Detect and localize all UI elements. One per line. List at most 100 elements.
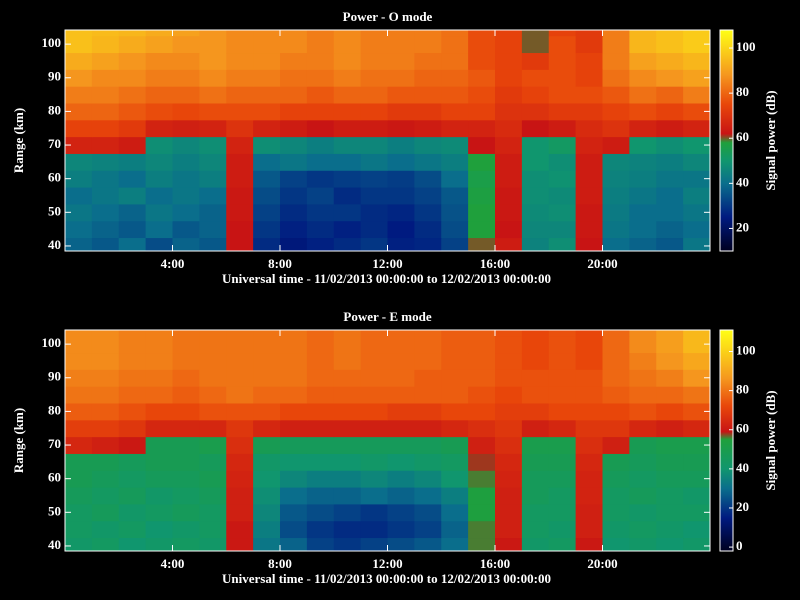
- cell: [683, 453, 710, 470]
- cell: [119, 53, 146, 70]
- cell: [629, 487, 656, 504]
- cell: [603, 403, 630, 420]
- cell: [414, 86, 441, 103]
- cell: [414, 403, 441, 420]
- cell: [576, 69, 603, 86]
- cell: [65, 453, 92, 470]
- cell: [656, 336, 683, 353]
- cell: [146, 538, 173, 555]
- cell: [226, 120, 253, 137]
- cell: [307, 420, 334, 437]
- cell: [522, 353, 549, 370]
- cell: [656, 238, 683, 255]
- cell: [629, 403, 656, 420]
- cell: [495, 238, 522, 255]
- cell: [549, 53, 576, 70]
- cell: [92, 187, 119, 204]
- cell: [253, 238, 280, 255]
- cell: [146, 204, 173, 221]
- cell: [334, 137, 361, 154]
- cell: [468, 319, 495, 336]
- cell: [576, 437, 603, 454]
- cell: [253, 470, 280, 487]
- cell: [119, 319, 146, 336]
- cell: [656, 120, 683, 137]
- x-tick-label: 16:00: [480, 556, 510, 571]
- cell: [603, 453, 630, 470]
- cell: [549, 386, 576, 403]
- cell: [549, 36, 576, 53]
- cell: [226, 504, 253, 521]
- cell: [441, 353, 468, 370]
- cell: [468, 69, 495, 86]
- cell: [361, 437, 388, 454]
- cell: [307, 86, 334, 103]
- cell: [253, 36, 280, 53]
- cell: [576, 120, 603, 137]
- y-axis-label: Range (km): [11, 408, 26, 473]
- cell: [334, 69, 361, 86]
- cell: [307, 36, 334, 53]
- cell: [656, 137, 683, 154]
- cell: [441, 487, 468, 504]
- cell: [199, 69, 226, 86]
- cell: [656, 86, 683, 103]
- cell: [361, 103, 388, 120]
- cell: [307, 369, 334, 386]
- cell: [603, 238, 630, 255]
- x-tick-label: 8:00: [268, 556, 292, 571]
- cell: [199, 137, 226, 154]
- cell: [334, 470, 361, 487]
- cell: [468, 120, 495, 137]
- cell: [92, 204, 119, 221]
- cell: [468, 369, 495, 386]
- cell: [226, 538, 253, 555]
- cell: [495, 538, 522, 555]
- cell: [656, 103, 683, 120]
- cell: [119, 437, 146, 454]
- colorbar-tick-label: 100: [736, 342, 756, 357]
- cell: [629, 53, 656, 70]
- colorbar-tick-label: 80: [736, 382, 749, 397]
- cell: [226, 36, 253, 53]
- cell: [65, 487, 92, 504]
- cell: [522, 369, 549, 386]
- colorbar-tick-label: 60: [736, 421, 749, 436]
- cell: [441, 437, 468, 454]
- cell: [226, 353, 253, 370]
- cell: [522, 386, 549, 403]
- cell: [388, 69, 415, 86]
- cell: [468, 137, 495, 154]
- cell: [361, 153, 388, 170]
- cell: [414, 420, 441, 437]
- cell: [683, 153, 710, 170]
- cell: [334, 238, 361, 255]
- cell: [361, 420, 388, 437]
- cell: [656, 319, 683, 336]
- cell: [414, 221, 441, 238]
- cell: [119, 137, 146, 154]
- colorbar-tick-label: 80: [736, 84, 749, 99]
- cell: [603, 137, 630, 154]
- cell: [576, 353, 603, 370]
- cell: [656, 69, 683, 86]
- cell: [146, 69, 173, 86]
- colorbar-tick-label: 40: [736, 174, 749, 189]
- cell: [253, 204, 280, 221]
- cell: [119, 103, 146, 120]
- cell: [603, 470, 630, 487]
- cell: [468, 487, 495, 504]
- cell: [683, 19, 710, 36]
- cell: [173, 386, 200, 403]
- cell: [253, 221, 280, 238]
- cell: [119, 36, 146, 53]
- cell: [173, 170, 200, 187]
- cell: [683, 487, 710, 504]
- cell: [629, 221, 656, 238]
- cell: [92, 369, 119, 386]
- cell: [280, 221, 307, 238]
- cell: [92, 153, 119, 170]
- cell: [549, 538, 576, 555]
- cell: [307, 538, 334, 555]
- cell: [280, 453, 307, 470]
